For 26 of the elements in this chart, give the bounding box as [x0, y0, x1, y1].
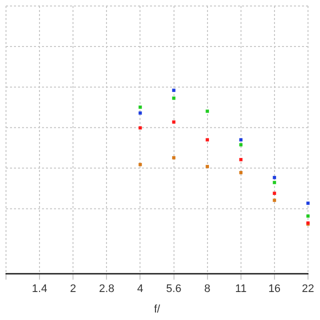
point	[206, 138, 209, 142]
point	[172, 96, 176, 100]
x-tick-label: 1.4	[32, 283, 48, 296]
x-tick-label: 8	[204, 283, 210, 296]
point	[272, 192, 276, 195]
point	[138, 126, 142, 130]
point	[239, 143, 243, 146]
x-tick-label: 22	[302, 283, 314, 296]
point	[172, 88, 176, 92]
x-tick-label: 2.8	[99, 283, 114, 296]
point	[306, 202, 310, 205]
point	[239, 138, 243, 142]
point	[172, 156, 176, 160]
x-tick-label: 2	[70, 283, 76, 296]
x-tick-label: 4	[137, 283, 144, 296]
x-axis-title: f/	[154, 303, 161, 316]
point	[206, 164, 209, 168]
point	[172, 120, 176, 124]
x-tick-label: 16	[268, 283, 281, 296]
point	[138, 162, 142, 166]
x-tick-label: 5.6	[166, 283, 182, 296]
point	[206, 110, 209, 113]
point	[138, 111, 142, 115]
point	[272, 198, 276, 202]
x-tick-label: 11	[235, 283, 247, 296]
point	[138, 106, 142, 109]
